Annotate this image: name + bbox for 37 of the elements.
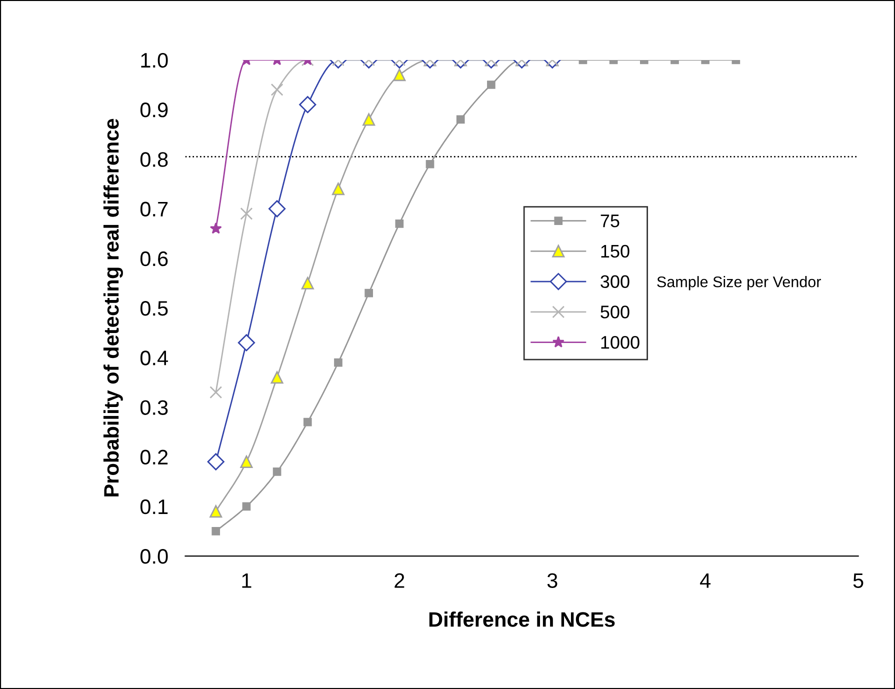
y-tick-label: 1.0 [141,52,168,68]
y-axis-title: Probability of detecting real difference [103,118,123,496]
y-tick-label: 0.6 [140,251,168,266]
point [210,505,222,518]
x-tick-label: 4 [700,573,711,588]
point [240,456,253,468]
y-tick-label: 0.5 [140,300,168,316]
point [270,371,284,384]
legend-label: 150 [601,244,630,258]
point [334,358,342,367]
x-tick-label: 1 [242,573,252,588]
legend-label: 300 [600,275,630,288]
legend-label: 500 [600,306,630,318]
point [242,502,251,511]
x-axis-title: Difference in NCEs [429,612,615,627]
point [212,527,220,536]
x-tick-label: 2 [394,573,404,588]
y-tick-label: 0.3 [140,400,168,415]
x-tick-label: 3 [547,573,558,588]
legend-label: 75 [600,214,620,228]
point [238,334,255,352]
legend-title: Sample Size per Vendor [657,276,821,290]
y-tick-label: 0.0 [140,549,168,564]
y-tick-label: 0.9 [140,102,168,118]
point [364,288,373,298]
point [207,453,224,470]
y-tick-label: 0.8 [140,152,168,167]
y-tick-label: 0.7 [140,202,168,217]
y-tick-label: 0.1 [140,499,168,514]
legend-label: 1000 [601,336,640,349]
point [210,386,222,399]
point [272,468,282,476]
point [303,418,312,426]
y-tick-label: 0.2 [140,450,168,465]
y-tick-label: 0.4 [140,350,168,366]
x-tick-label: 5 [853,573,864,588]
point [301,276,314,290]
